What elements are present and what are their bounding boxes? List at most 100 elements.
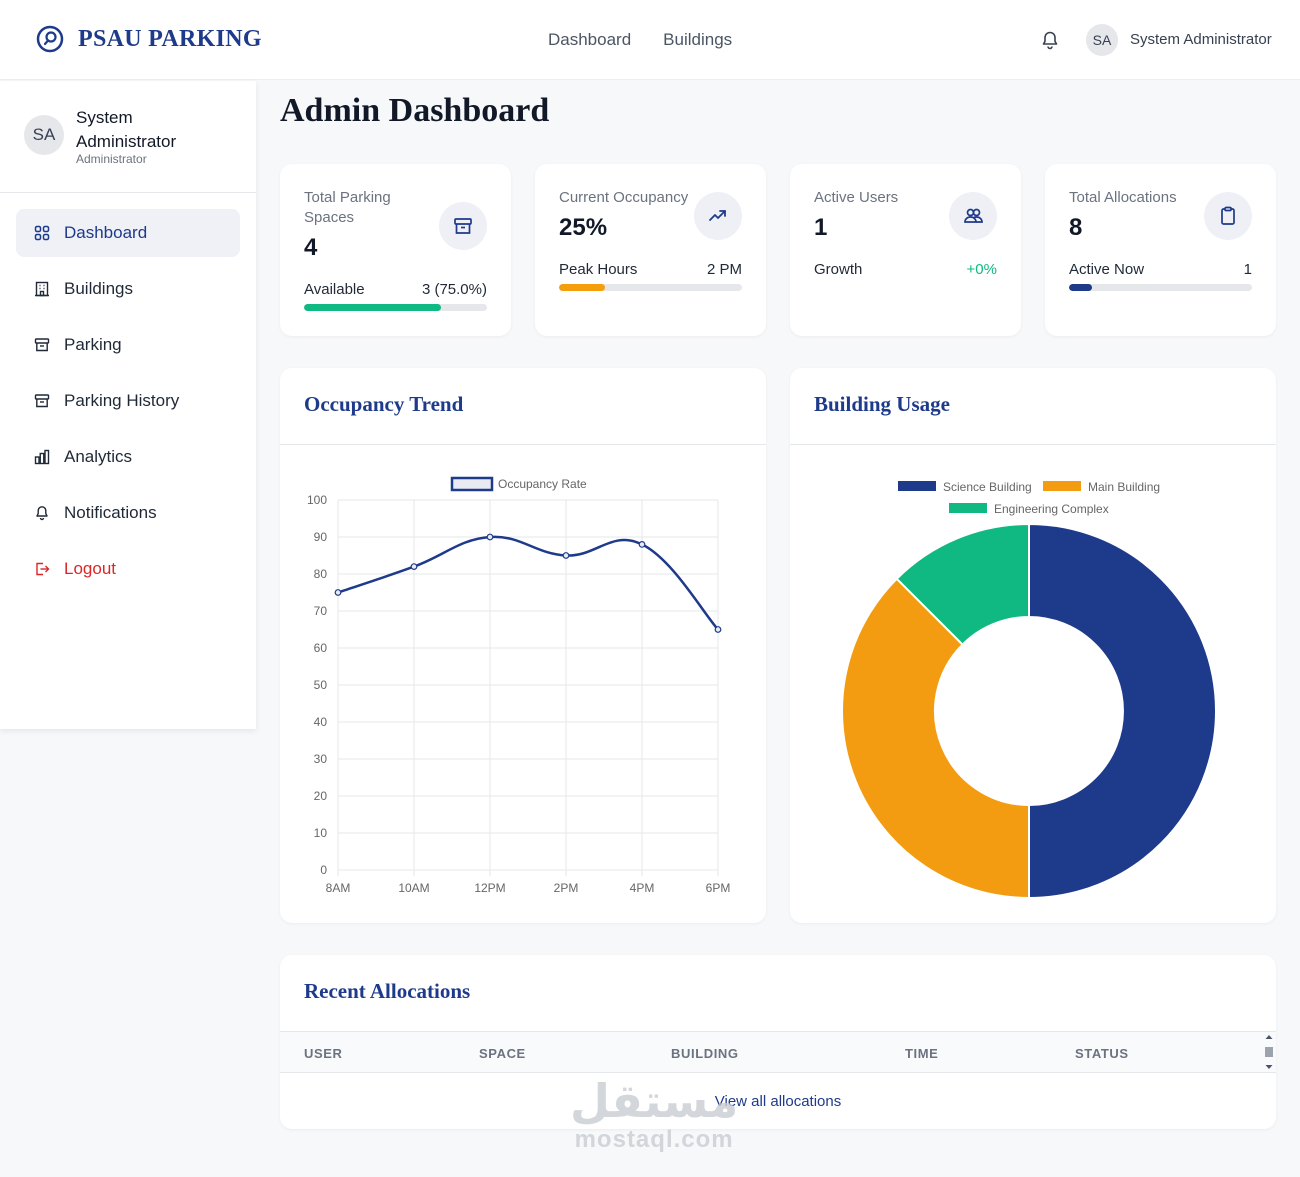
progress-bar [1069,284,1252,291]
sidebar-item-label: Parking [64,335,122,354]
panel-title: Recent Allocations [304,979,471,1003]
stat-sub-value: 3 (75.0%) [421,281,487,298]
stat-card-occupancy: Current Occupancy 25% Peak Hours 2 PM [535,164,766,336]
stat-value: 25% [559,214,608,241]
donut-slice [1028,522,1217,900]
stat-sub-value: 2 PM [706,261,742,278]
sidebar-item-logout[interactable]: Logout [16,545,240,593]
stat-label: Current Occupancy [559,189,689,206]
legend-swatch [898,481,936,491]
divider [790,444,1276,445]
progress-bar-fill [1069,284,1092,291]
data-point [334,589,342,596]
stat-sub-label: Peak Hours [559,261,638,278]
table-header: USER SPACE BUILDING TIME STATUS [280,1031,1276,1073]
archive-icon [34,338,50,352]
stat-sub-row: Active Now 1 [1069,261,1252,278]
y-tick-label: 10 [314,826,328,840]
sidebar-item-label: Dashboard [64,223,148,242]
line-chart: 0 10 20 30 40 50 60 70 80 90 100 8AM 10AM 12PM 2PM 4PM 6… [307,476,731,895]
watermark: مستقل mostaql.com [570,1078,738,1154]
avatar[interactable]: SA [1086,24,1118,56]
sidebar-item-analytics[interactable]: Analytics [16,433,240,481]
y-tick-label: 90 [314,530,328,544]
legend-label: Science Building [943,480,1032,494]
donut-slice [895,522,1030,646]
stat-sub-row: Growth +0% [814,261,997,278]
data-point [486,533,494,541]
stat-card-active-users: Active Users 1 Growth +0% [790,164,1021,336]
logout-icon [36,562,50,576]
brand[interactable]: PSAU PARKING [36,25,262,53]
stat-sub-row: Peak Hours 2 PM [559,261,742,278]
profile-section: SA System Administrator Administrator [0,81,256,193]
x-tick-label: 6PM [706,881,731,895]
sidebar-item-parking[interactable]: Parking [16,321,240,369]
building-usage-panel: Building Usage Science Building Main Buil… [790,368,1276,923]
bell-icon[interactable] [1040,30,1060,50]
sidebar-item-dashboard[interactable]: Dashboard [16,209,240,257]
watermark-latin: mostaql.com [574,1126,734,1153]
clipboard-icon [1221,206,1235,225]
topnav-buildings[interactable]: Buildings [663,30,733,49]
column-header-building: BUILDING [671,1046,739,1061]
progress-bar-fill [559,284,605,291]
building-icon [35,281,49,297]
stat-value: 4 [304,234,318,261]
topnav-dashboard[interactable]: Dashboard [548,30,632,49]
stat-card-total-parking: Total Parking Spaces 4 Available 3 (75.0… [280,164,511,336]
grid-icon [34,225,50,241]
profile-name-line-1: System [76,108,133,127]
stat-sub-value: +0% [966,261,997,278]
x-tick-label: 2PM [554,881,579,895]
y-tick-label: 40 [314,715,328,729]
stat-sub-row: Available 3 (75.0%) [304,281,487,298]
stat-label: Active Users [814,189,899,206]
series-line-occupancy-rate [337,535,719,631]
stat-sub-label: Active Now [1069,261,1145,278]
legend-label: Main Building [1088,480,1160,494]
panel-title: Building Usage [814,392,950,416]
users-icon [964,208,983,223]
profile-name-line-2: Administrator [76,132,177,151]
sidebar-menu: Dashboard Buildings Parking Parking Hist… [16,209,240,601]
progress-bar-fill [304,304,442,311]
sidebar-item-buildings[interactable]: Buildings [16,265,240,313]
user-name[interactable]: System Administrator [1130,31,1272,48]
x-tick-label: 8AM [326,881,351,895]
stat-value: 1 [814,214,828,241]
column-header-user: USER [304,1046,343,1061]
archive-icon [454,218,472,234]
y-tick-label: 60 [314,641,328,655]
data-point [562,552,570,559]
scrollbar[interactable] [1264,1034,1274,1070]
bar-chart-icon [34,449,50,465]
view-all-allocations-link[interactable]: View all allocations [714,1093,842,1110]
sidebar-item-parking-history[interactable]: Parking History [16,377,240,425]
page-title: Admin Dashboard [280,92,550,129]
trending-up-icon [709,210,726,221]
stat-value: 8 [1069,214,1083,241]
stat-sub-label: Available [304,281,365,298]
y-tick-label: 70 [314,604,328,618]
sidebar-item-notifications[interactable]: Notifications [16,489,240,537]
top-navbar: PSAU PARKING Dashboard Buildings SA Syst… [0,0,1300,80]
data-point [410,563,418,570]
y-tick-label: 20 [314,789,328,803]
legend-swatch [949,503,987,513]
bell-icon [36,506,48,521]
y-tick-label: 100 [307,493,327,507]
legend-label: Engineering Complex [994,502,1109,516]
divider [280,444,766,445]
x-tick-label: 12PM [474,881,505,895]
column-header-time: TIME [905,1046,939,1061]
stat-icon [949,192,997,240]
x-tick-label: 10AM [398,881,429,895]
archive-icon [34,394,50,408]
x-tick-label: 4PM [630,881,655,895]
profile-name: System Administrator [76,106,206,154]
stat-icon [694,192,742,240]
y-tick-label: 0 [320,863,327,877]
stat-icon [1204,192,1252,240]
data-point [714,626,722,633]
